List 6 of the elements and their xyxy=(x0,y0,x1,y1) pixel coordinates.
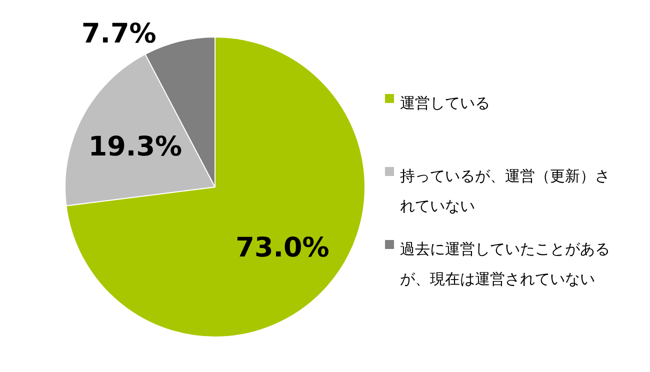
data-label: 19.3% xyxy=(88,131,182,162)
data-label: 7.7% xyxy=(81,18,156,50)
legend-label: 運営している xyxy=(400,93,491,114)
legend-label: 持っているが、運営（更新）されていない xyxy=(400,166,611,217)
legend-label: 過去に運営していたことがあるが、現在は運営されていない xyxy=(400,239,611,290)
data-label: 73.0% xyxy=(236,232,330,264)
